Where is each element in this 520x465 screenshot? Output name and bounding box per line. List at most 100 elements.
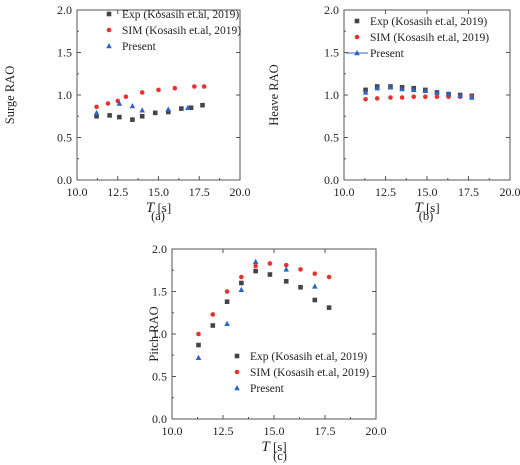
y-tick-label: 1.5 — [324, 46, 339, 60]
data-point — [201, 84, 207, 89]
data-point — [179, 106, 184, 111]
legend-label: Exp (Kosasih et.al, 2019) — [250, 351, 367, 363]
y-tick-label: 0.5 — [324, 131, 339, 145]
y-tick-label: 1.0 — [324, 88, 339, 102]
legend-label: Exp (Kosasih et.al, 2019) — [370, 16, 487, 28]
y-tick-label: 0.0 — [152, 412, 167, 426]
series-triangle — [93, 100, 191, 116]
y-axis-label: Surge RAO — [3, 66, 17, 124]
data-point — [224, 299, 230, 304]
series-circle — [196, 261, 332, 337]
x-axis-label: T [s] — [146, 200, 171, 216]
y-tick-label: 0.0 — [57, 173, 72, 187]
x-tick-label: 20.0 — [366, 424, 387, 438]
data-point — [196, 331, 201, 337]
data-point — [200, 102, 205, 108]
x-tick-label: 17.5 — [315, 424, 336, 438]
data-point — [165, 106, 172, 112]
data-point — [192, 84, 197, 89]
y-tick-label: 0.5 — [152, 370, 167, 384]
data-point — [283, 266, 290, 272]
data-point — [129, 103, 136, 109]
data-point — [253, 263, 258, 269]
legend-label: Present — [370, 48, 405, 60]
series-square — [363, 84, 475, 99]
data-point — [185, 104, 191, 110]
legend-marker — [234, 353, 240, 359]
x-tick-label: 10.0 — [67, 185, 88, 199]
data-point — [116, 100, 123, 106]
data-point — [152, 110, 158, 116]
data-point — [94, 104, 99, 110]
data-point — [312, 271, 318, 276]
x-tick-label: 10.0 — [334, 185, 355, 199]
y-tick-label: 1.0 — [57, 88, 72, 102]
legend-marker — [354, 18, 360, 24]
x-tick-label: 12.5 — [107, 185, 128, 199]
data-point — [411, 94, 417, 99]
data-point — [156, 87, 161, 93]
legend-marker — [106, 27, 112, 33]
x-tick-label: 12.5 — [213, 424, 234, 438]
chart-panel-2: 10.0 12.5 15.0 17.5 20.0 0.0 0.5 1.0 1.5 2.0 T [s]… — [267, 3, 520, 223]
chart-panel-1: 10.0 12.5 15.0 17.5 20.0 0.0 0.5 1.0 1.5 2.0 T [s]… — [3, 3, 251, 223]
data-point — [210, 323, 216, 328]
x-tick-label: 20.0 — [230, 185, 251, 199]
x-tick-label: 15.0 — [417, 185, 438, 199]
data-point — [457, 92, 463, 99]
x-tick-label: 15.0 — [264, 424, 285, 438]
legend-label: SIM (Kosasih et.al, 2019) — [250, 367, 369, 379]
y-tick-label: 2.0 — [324, 3, 339, 17]
data-point — [445, 91, 452, 97]
series-triangle — [195, 258, 318, 360]
data-point — [267, 272, 273, 277]
y-tick-label: 0.5 — [57, 131, 72, 145]
series-circle — [94, 84, 207, 110]
data-point — [423, 94, 428, 99]
data-point — [195, 354, 202, 360]
x-tick-label: 15.0 — [148, 185, 169, 199]
data-point — [422, 87, 429, 93]
data-point — [172, 85, 178, 91]
data-point — [362, 89, 369, 95]
data-point — [434, 94, 440, 99]
data-point — [363, 96, 368, 102]
data-point — [410, 86, 417, 93]
data-point — [210, 312, 216, 317]
data-point — [238, 286, 245, 292]
data-point — [139, 90, 145, 95]
data-point — [326, 305, 332, 310]
data-point — [224, 289, 230, 294]
data-point — [139, 107, 145, 113]
y-axis-label: Pitch RAO — [147, 306, 161, 361]
legend-marker — [354, 50, 360, 56]
panel-label: (c) — [273, 449, 287, 463]
legend-label: Present — [122, 41, 157, 53]
y-tick-label: 2.0 — [152, 242, 167, 256]
data-point — [139, 113, 145, 119]
data-point — [434, 89, 440, 95]
series-triangle — [362, 84, 475, 100]
data-point — [399, 95, 405, 100]
x-axis-label: T [s] — [414, 200, 439, 216]
legend-marker — [234, 385, 240, 391]
legend-marker — [106, 43, 112, 49]
data-point — [374, 96, 380, 101]
data-point — [312, 297, 318, 303]
data-point — [298, 267, 303, 272]
legend-label: Present — [250, 383, 285, 395]
series-square — [196, 268, 332, 348]
data-point — [107, 113, 112, 118]
x-tick-label: 20.0 — [500, 185, 520, 199]
legend-label: Exp (Kosasih et.al, 2019) — [122, 9, 239, 21]
y-tick-label: 1.5 — [57, 46, 72, 60]
data-point — [239, 274, 244, 280]
y-axis-label: Heave RAO — [267, 64, 281, 125]
panel-label: (b) — [419, 209, 434, 223]
legend-label: SIM (Kosasih et.al, 2019) — [370, 32, 489, 44]
data-point — [123, 94, 129, 99]
x-tick-label: 10.0 — [162, 424, 183, 438]
data-point — [93, 109, 100, 116]
data-point — [94, 113, 99, 119]
